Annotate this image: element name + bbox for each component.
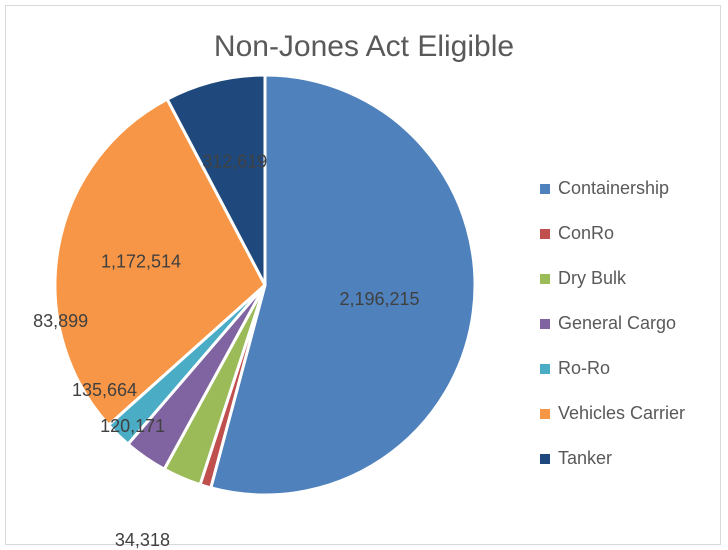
legend-swatch bbox=[540, 183, 550, 194]
legend-swatch bbox=[540, 363, 550, 374]
legend-item-general-cargo: General Cargo bbox=[540, 301, 685, 346]
pie-slice-tanker bbox=[165, 73, 267, 287]
legend-label: ConRo bbox=[558, 223, 615, 243]
legend: Containership ConRo Dry Bulk General Cargo R… bbox=[540, 166, 685, 481]
legend-item-dry-bulk: Dry Bulk bbox=[540, 256, 685, 301]
data-label-containership: 2,196,215 bbox=[339, 289, 419, 309]
data-label-conro: 34,318 bbox=[115, 530, 170, 550]
legend-swatch bbox=[540, 273, 550, 284]
legend-swatch bbox=[540, 408, 550, 419]
legend-swatch bbox=[540, 318, 550, 329]
legend-label: Dry Bulk bbox=[558, 268, 627, 288]
chart-title: Non-Jones Act Eligible bbox=[213, 30, 515, 63]
legend-item-ro-ro: Ro-Ro bbox=[540, 346, 685, 391]
legend-label: Vehicles Carrier bbox=[558, 403, 686, 423]
legend-item-vehicles-carrier: Vehicles Carrier bbox=[540, 391, 685, 436]
legend-item-containership: Containership bbox=[540, 166, 685, 211]
data-label-ro-ro: 83,899 bbox=[33, 311, 88, 331]
legend-item-tanker: Tanker bbox=[540, 436, 685, 481]
data-label-dry-bulk: 120,171 bbox=[100, 416, 165, 436]
data-label-vehicles-carrier: 1,172,514 bbox=[101, 251, 181, 271]
legend-label: Containership bbox=[558, 178, 670, 198]
legend-swatch bbox=[540, 228, 550, 239]
legend-swatch bbox=[540, 453, 550, 464]
pie-slice-containership bbox=[209, 73, 477, 497]
legend-label: Ro-Ro bbox=[558, 358, 611, 378]
legend-label: General Cargo bbox=[558, 313, 677, 333]
data-label-general-cargo: 135,664 bbox=[72, 380, 137, 400]
data-label-tanker: 312,619 bbox=[202, 151, 267, 171]
pie-slice-vehicles-carrier bbox=[53, 97, 267, 427]
legend-label: Tanker bbox=[558, 448, 613, 468]
legend-item-conro: ConRo bbox=[540, 211, 685, 256]
